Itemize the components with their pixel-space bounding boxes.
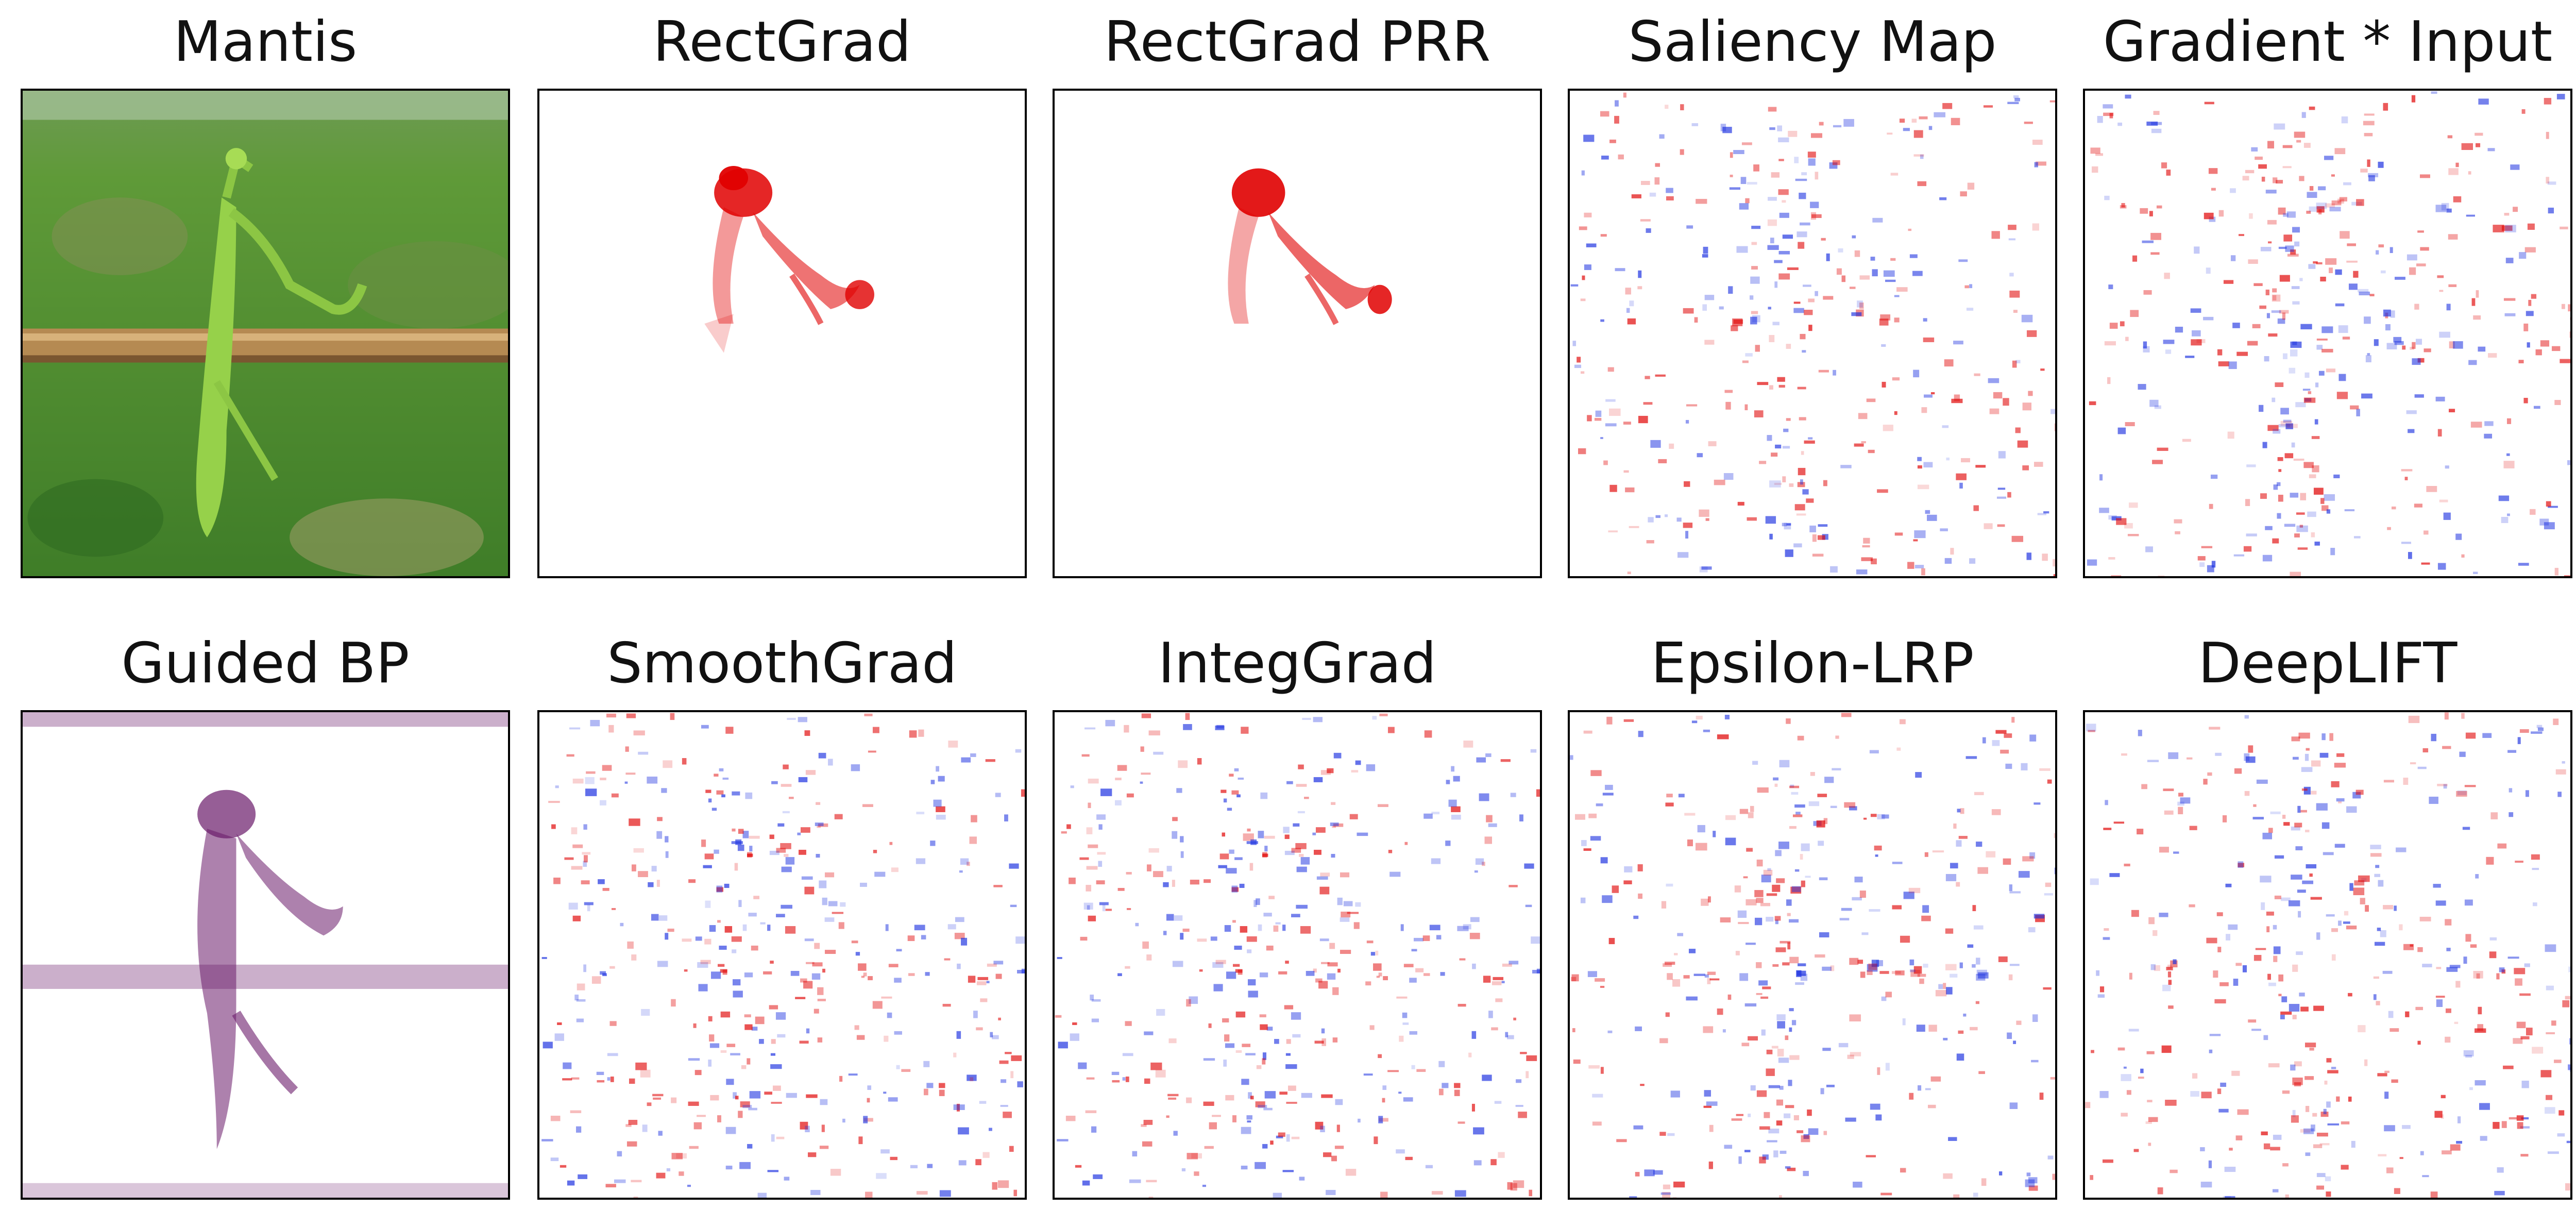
heatmap-guided-bp	[21, 710, 510, 1200]
heatmap-deeplift	[2083, 710, 2572, 1200]
heatmap-integgrad	[1053, 710, 1542, 1200]
heatmap-rectgrad-prr	[1053, 89, 1542, 578]
panel-title-smoothgrad: SmoothGrad	[607, 631, 957, 696]
panel-title-deeplift: DeepLIFT	[2198, 631, 2458, 696]
heatmap-saliency-map	[1568, 89, 2057, 578]
mantis-photo	[21, 89, 510, 578]
panel-title-saliency-map: Saliency Map	[1628, 10, 1997, 74]
heatmap-smoothgrad	[537, 710, 1027, 1200]
heatmap-epsilon-lrp	[1568, 710, 2057, 1200]
mantis-photo-image	[23, 91, 508, 576]
panel-title-rectgrad-prr: RectGrad PRR	[1104, 10, 1491, 74]
heatmap-gradient-input	[2083, 89, 2572, 578]
panel-title-epsilon-lrp: Epsilon-LRP	[1651, 631, 1974, 696]
panel-title-guided-bp: Guided BP	[121, 631, 410, 696]
panel-title-gradient-input: Gradient * Input	[2103, 10, 2553, 74]
panel-title-rectgrad: RectGrad	[653, 10, 911, 74]
panel-title-integgrad: IntegGrad	[1158, 631, 1437, 696]
heatmap-rectgrad	[537, 89, 1027, 578]
panel-title-mantis: Mantis	[173, 10, 358, 74]
